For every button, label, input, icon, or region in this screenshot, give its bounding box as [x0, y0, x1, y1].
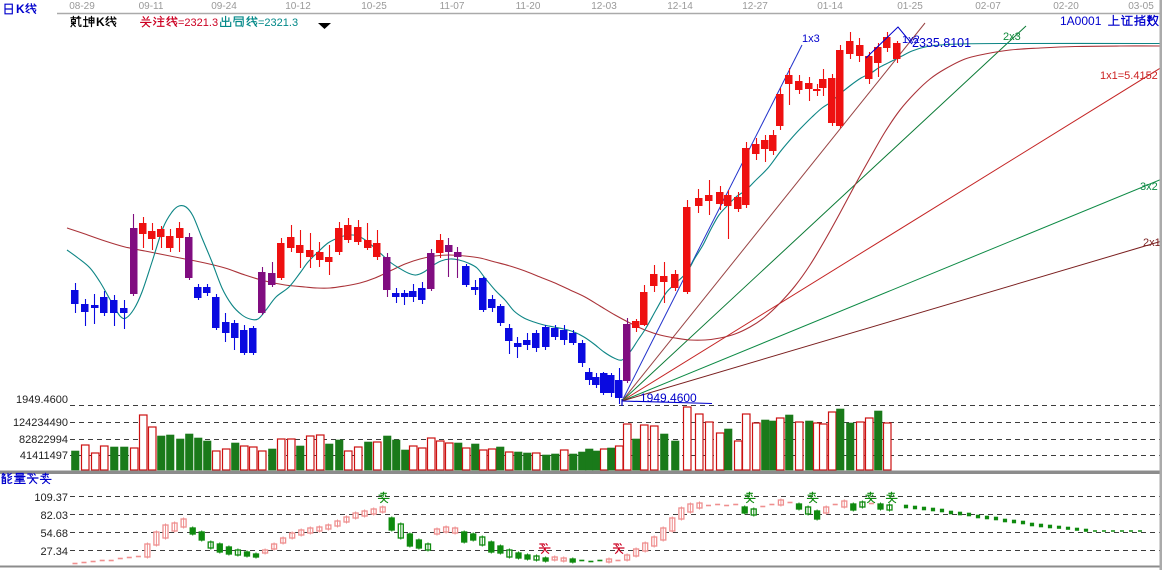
svg-text:2x3: 2x3: [1003, 31, 1021, 43]
svg-text:10-12: 10-12: [285, 1, 311, 12]
svg-text:12-27: 12-27: [742, 1, 768, 12]
svg-text:K: K: [96, 15, 105, 29]
svg-text:1A0001: 1A0001: [1060, 14, 1102, 28]
svg-text:12-03: 12-03: [591, 1, 617, 12]
svg-text:=2321.3: =2321.3: [258, 17, 298, 29]
svg-text:2335.8101: 2335.8101: [912, 36, 971, 50]
svg-text:82.03: 82.03: [40, 510, 68, 522]
svg-text:54.68: 54.68: [40, 528, 68, 540]
svg-text:K: K: [16, 2, 25, 16]
svg-text:08-29: 08-29: [69, 1, 95, 12]
svg-text:=2321.3: =2321.3: [178, 17, 218, 29]
svg-text:1x3: 1x3: [802, 33, 820, 45]
svg-text:1949.4600: 1949.4600: [16, 394, 68, 406]
svg-text:124234490: 124234490: [13, 417, 68, 429]
svg-text:09-11: 09-11: [139, 1, 164, 12]
svg-text:2x1: 2x1: [1143, 237, 1161, 249]
svg-text:01-25: 01-25: [897, 1, 923, 12]
svg-text:11-07: 11-07: [440, 1, 465, 12]
svg-text:109.37: 109.37: [34, 492, 68, 504]
svg-text:10-25: 10-25: [361, 1, 387, 12]
svg-text:1x1=5.4152: 1x1=5.4152: [1100, 70, 1158, 82]
svg-text:01-14: 01-14: [817, 1, 843, 12]
svg-text:27.34: 27.34: [40, 546, 68, 558]
svg-text:41411497: 41411497: [20, 450, 68, 462]
svg-text:02-07: 02-07: [975, 1, 1001, 12]
svg-text:09-24: 09-24: [211, 1, 237, 12]
svg-text:12-14: 12-14: [667, 1, 693, 12]
svg-text:1949.4600: 1949.4600: [640, 391, 697, 405]
svg-text:11-20: 11-20: [516, 1, 541, 12]
svg-text:3x2: 3x2: [1140, 181, 1158, 193]
svg-text:02-20: 02-20: [1053, 1, 1079, 12]
svg-text:03-05: 03-05: [1128, 1, 1154, 12]
svg-text:82822994: 82822994: [19, 434, 68, 446]
